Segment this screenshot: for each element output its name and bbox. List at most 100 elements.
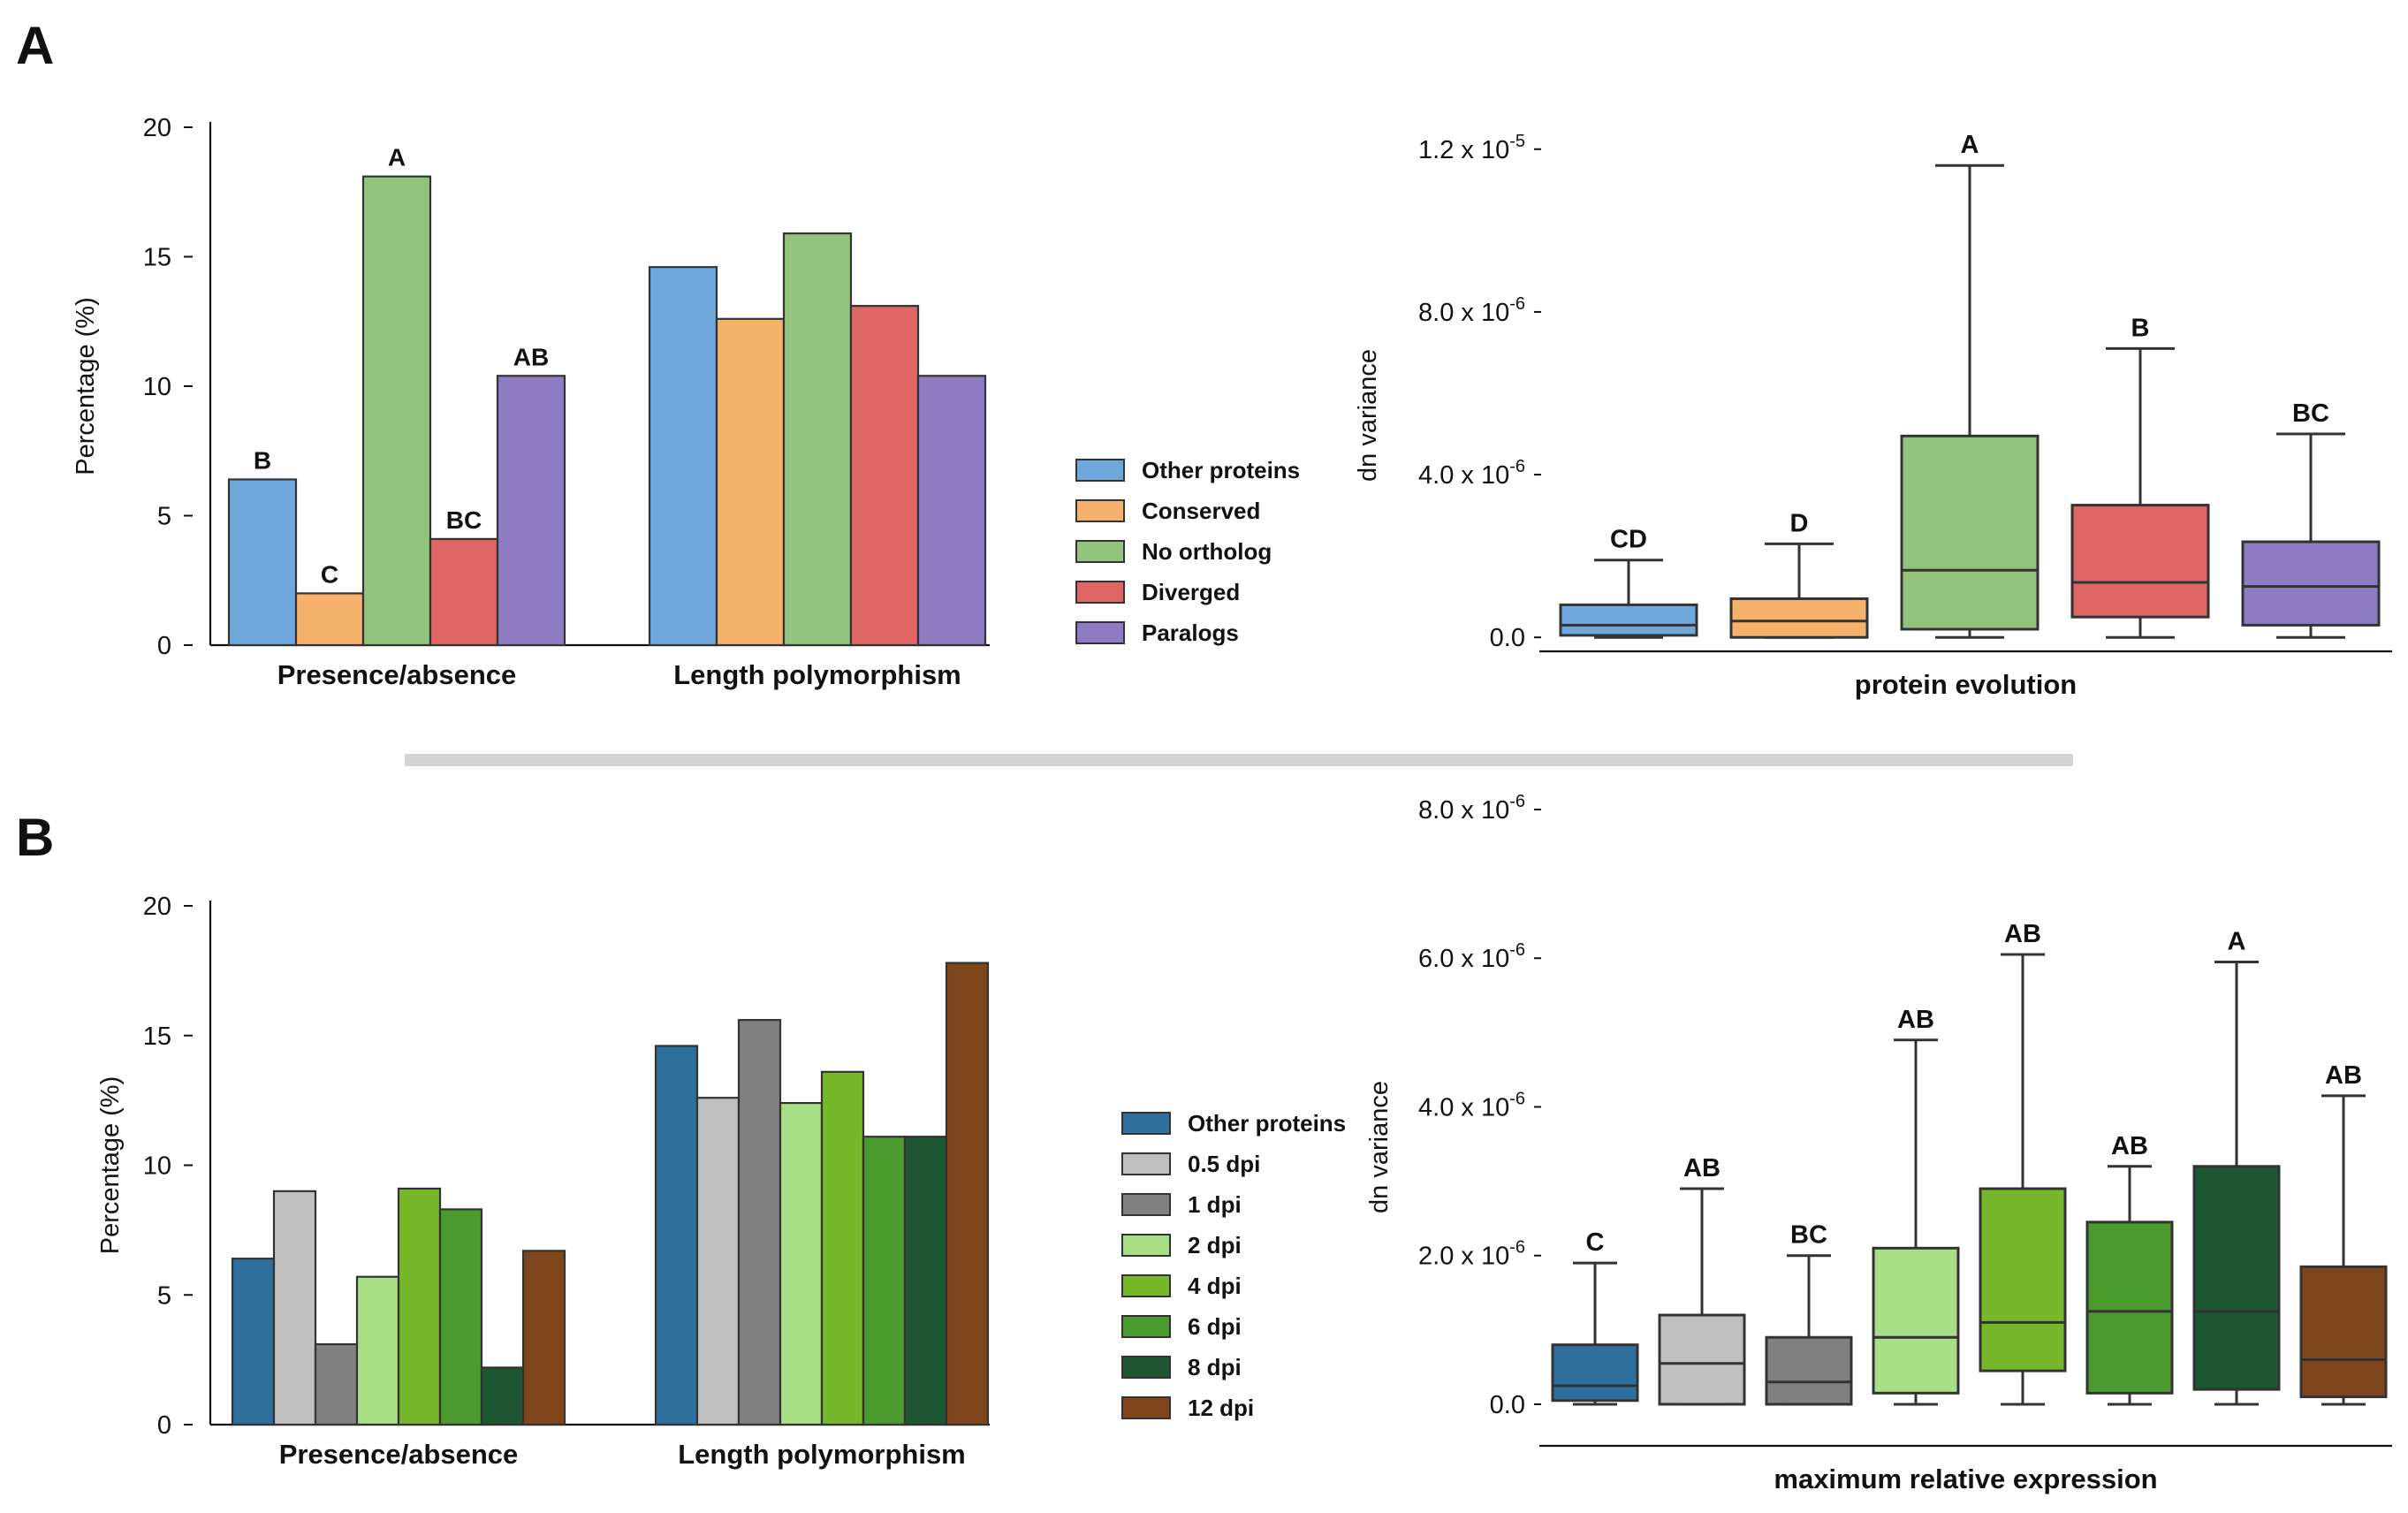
panel-b-box-plot: 0.02.0 x 10-64.0 x 10-66.0 x 10-68.0 x 1… xyxy=(1365,792,2392,1494)
y-tick-base: 1.2 x 10 xyxy=(1418,136,1509,164)
y-axis-label: dn variance xyxy=(1365,1081,1394,1213)
y-tick-exponent: -6 xyxy=(1509,792,1525,811)
legend-swatch xyxy=(1121,1315,1171,1338)
bar xyxy=(648,266,718,647)
y-tick-label: 0 xyxy=(157,632,171,660)
y-tick-exponent: -6 xyxy=(1509,457,1525,476)
significance-label: B xyxy=(254,446,271,474)
legend-swatch xyxy=(1075,499,1125,522)
y-tick-base: 8.0 x 10 xyxy=(1418,299,1509,327)
bar xyxy=(695,1097,741,1426)
legend-label: Other proteins xyxy=(1142,457,1300,483)
y-tick-label: 0 xyxy=(157,1411,171,1440)
box xyxy=(1979,1187,2067,1372)
box xyxy=(2299,1265,2388,1399)
legend-label: Paralogs xyxy=(1142,620,1239,646)
y-tick-label: 0.0 xyxy=(1490,624,1525,652)
legend-label: 2 dpi xyxy=(1188,1232,1242,1258)
legend-swatch xyxy=(1121,1234,1171,1257)
bar xyxy=(231,1258,276,1426)
y-axis-label: Percentage (%) xyxy=(96,1076,125,1255)
significance-label: A xyxy=(388,144,406,171)
bar xyxy=(782,232,853,647)
bar xyxy=(779,1101,824,1426)
y-tick-label: 5 xyxy=(157,503,171,531)
box xyxy=(1551,1343,1639,1403)
legend-swatch xyxy=(1121,1152,1171,1175)
significance-label: CD xyxy=(1610,526,1647,554)
box xyxy=(2070,504,2210,619)
significance-label: A xyxy=(2228,927,2246,955)
y-axis-label: dn variance xyxy=(1354,349,1382,482)
legend-swatch xyxy=(1121,1356,1171,1379)
significance-label: AB xyxy=(513,343,549,370)
y-tick-exponent: -6 xyxy=(1509,1238,1525,1258)
bar xyxy=(227,478,298,647)
y-tick-label: 8.0 x 10-6 xyxy=(1418,294,1525,327)
y-tick-base: 0.0 xyxy=(1490,1391,1525,1419)
bar xyxy=(361,175,432,647)
x-category-label: Presence/absence xyxy=(277,659,517,690)
legend-swatch xyxy=(1075,540,1125,563)
bar xyxy=(903,1136,948,1426)
bar xyxy=(654,1045,699,1426)
legend-label: Conserved xyxy=(1142,498,1260,524)
significance-label: AB xyxy=(1897,1006,1934,1034)
legend-label: No ortholog xyxy=(1142,538,1272,565)
legend-label: 8 dpi xyxy=(1188,1354,1242,1380)
box xyxy=(1872,1246,1960,1395)
legend-swatch xyxy=(1075,459,1125,482)
y-tick-exponent: -6 xyxy=(1509,294,1525,314)
panel-separator xyxy=(405,754,2073,766)
y-tick-label: 8.0 x 10-6 xyxy=(1418,792,1525,825)
y-tick-label: 4.0 x 10-6 xyxy=(1418,457,1525,490)
bar xyxy=(496,375,566,647)
y-tick-base: 4.0 x 10 xyxy=(1418,1093,1509,1121)
box xyxy=(1729,597,1869,639)
y-tick-label: 10 xyxy=(143,373,171,401)
bar xyxy=(272,1190,317,1426)
y-tick-base: 6.0 x 10 xyxy=(1418,945,1509,973)
significance-label: C xyxy=(321,560,338,588)
legend-swatch xyxy=(1075,621,1125,644)
significance-label: BC xyxy=(2292,399,2329,428)
y-tick-base: 2.0 x 10 xyxy=(1418,1243,1509,1271)
y-tick-label: 15 xyxy=(143,244,171,272)
bar xyxy=(314,1342,359,1426)
significance-label: AB xyxy=(2325,1061,2362,1090)
legend-swatch xyxy=(1075,581,1125,604)
y-tick-label: 20 xyxy=(143,114,171,142)
significance-label: AB xyxy=(2004,920,2041,948)
bar xyxy=(916,375,987,647)
legend-swatch xyxy=(1121,1112,1171,1135)
y-tick-label: 0.0 xyxy=(1490,1391,1525,1419)
bar xyxy=(849,305,920,647)
y-tick-label: 6.0 x 10-6 xyxy=(1418,940,1525,973)
bar xyxy=(521,1250,566,1426)
bar xyxy=(480,1366,525,1426)
y-axis-label: Percentage (%) xyxy=(72,297,100,475)
panel-label-b: B xyxy=(16,808,54,867)
y-tick-label: 10 xyxy=(143,1152,171,1181)
x-category-label: Length polymorphism xyxy=(673,659,961,690)
y-tick-base: 8.0 x 10 xyxy=(1418,796,1509,825)
legend-label: 12 dpi xyxy=(1188,1395,1254,1421)
box xyxy=(2192,1165,2281,1391)
x-axis-label: protein evolution xyxy=(1855,669,2077,700)
significance-label: AB xyxy=(2111,1132,2148,1160)
significance-label: AB xyxy=(1683,1154,1721,1182)
y-tick-base: 4.0 x 10 xyxy=(1418,461,1509,490)
significance-label: BC xyxy=(446,506,482,534)
legend-swatch xyxy=(1121,1274,1171,1297)
y-tick-exponent: -6 xyxy=(1509,1089,1525,1108)
y-tick-label: 5 xyxy=(157,1281,171,1310)
bar xyxy=(397,1187,442,1426)
significance-label: A xyxy=(1961,131,1979,159)
legend-label: Other proteins xyxy=(1188,1110,1346,1137)
bar xyxy=(820,1070,865,1426)
legend-label: 0.5 dpi xyxy=(1188,1151,1260,1177)
legend-label: 6 dpi xyxy=(1188,1313,1242,1340)
significance-label: B xyxy=(2131,314,2150,342)
